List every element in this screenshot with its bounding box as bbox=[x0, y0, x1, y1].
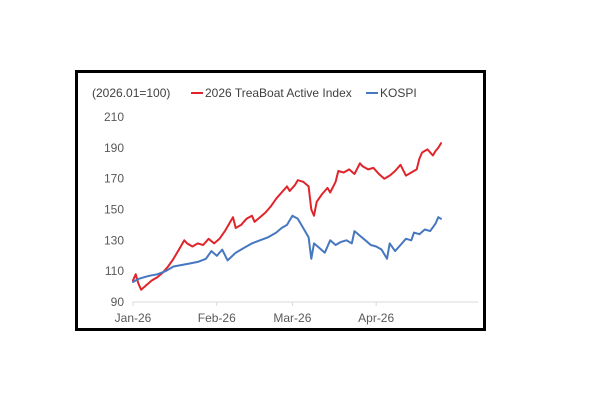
x-tick-label: Jan-26 bbox=[115, 311, 152, 325]
y-tick-label: 130 bbox=[104, 233, 124, 247]
legend-label-treaboat: 2026 TreaBoat Active Index bbox=[205, 86, 352, 100]
y-tick-label: 190 bbox=[104, 141, 124, 155]
y-tick-label: 170 bbox=[104, 172, 124, 186]
x-tick-label: Feb-26 bbox=[198, 311, 236, 325]
legend-label-kospi: KOSPI bbox=[380, 86, 417, 100]
line-chart: (2026.01=100) 2026 TreaBoat Active Index… bbox=[92, 86, 478, 325]
series-line-treaboat bbox=[132, 142, 442, 291]
y-tick-label: 90 bbox=[111, 295, 125, 309]
x-tick-label: Mar-26 bbox=[273, 311, 311, 325]
y-tick-label: 150 bbox=[104, 203, 124, 217]
y-tick-label: 210 bbox=[104, 110, 124, 124]
axes: 90 110 130 150 170 190 210 Jan-26 Feb-26 Mar-26 Ap… bbox=[104, 110, 478, 325]
x-tick-label: Apr-26 bbox=[358, 311, 394, 325]
y-tick-label: 110 bbox=[105, 264, 124, 278]
units-note: (2026.01=100) bbox=[92, 86, 170, 100]
legend: (2026.01=100) 2026 TreaBoat Active Index… bbox=[92, 86, 417, 100]
series-line-kospi bbox=[132, 214, 442, 283]
series-lines bbox=[132, 142, 442, 291]
chart-frame: (2026.01=100) 2026 TreaBoat Active Index… bbox=[75, 70, 486, 331]
